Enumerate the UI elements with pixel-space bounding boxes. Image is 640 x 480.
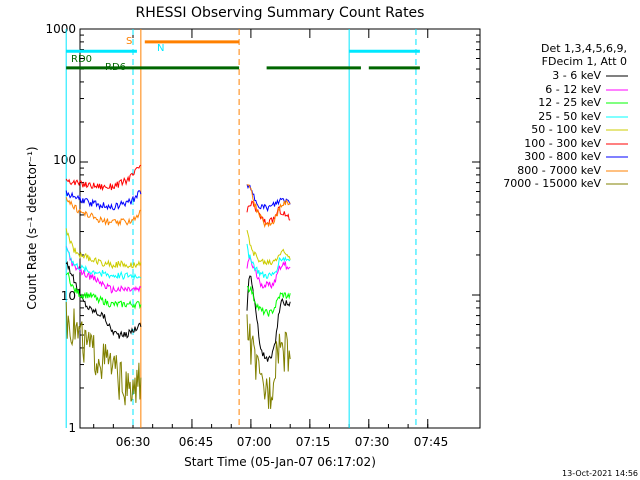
series-line-3to6kev-seg0 [65,261,142,339]
series-line-300to800kev-seg0 [65,190,142,211]
y-tick-label-1000: 1000 [45,22,76,36]
legend-label-7000-15000kev: 7000 - 15000 keV [503,177,601,190]
y-tick-label-100: 100 [53,153,76,167]
y-tick-label-1: 1 [68,421,76,435]
x-tick-label-0730: 07:30 [355,435,390,449]
legend-label-3-6kev: 3 - 6 keV [552,69,601,82]
legend-label-25-50kev: 25 - 50 keV [538,110,601,123]
x-axis-label: Start Time (05-Jan-07 06:17:02) [184,455,376,469]
x-tick-label-0630: 06:30 [116,435,151,449]
x-tick-label-0645: 06:45 [179,435,214,449]
legend-label-100-300kev: 100 - 300 keV [524,137,601,150]
series-line-50to100kev-seg1 [246,229,291,266]
series-line-6to12kev-seg0 [65,246,142,294]
series-line-100to300kev-seg0 [65,164,142,192]
chart-title: RHESSI Observing Summary Count Rates [136,5,425,21]
series-line-50to100kev-seg0 [65,228,142,270]
series-line-300to800kev-seg1 [246,184,291,213]
series-line-12to25kev-seg1 [246,286,291,317]
series-line-6to12kev-seg1 [246,255,291,290]
legend-label-300-800kev: 300 - 800 keV [524,150,601,163]
series-line-25to50kev-seg1 [246,243,291,279]
legend-label-6-12kev: 6 - 12 keV [545,83,601,96]
series-line-800to7000kev-seg1 [246,184,291,229]
flag-label-n: N [157,43,164,54]
y-tick-label-10: 10 [61,289,76,303]
legend-title-line-2: FDecim 1, Att 0 [542,55,627,68]
legend-label-50-100kev: 50 - 100 keV [531,123,601,136]
series-line-7000to15000kev-seg1 [246,314,291,409]
plot-frame [79,28,481,429]
series-line-3to6kev-seg1 [246,275,291,362]
flag-label-rd0: RD0 [71,54,92,65]
series-line-12to25kev-seg0 [65,271,142,310]
x-tick-label-0745: 07:45 [414,435,449,449]
series-line-25to50kev-seg0 [65,246,142,281]
y-axis-label: Count Rate (s⁻¹ detector⁻¹) [25,146,39,309]
plot-marks [65,29,480,429]
x-tick-label-0715: 07:15 [296,435,331,449]
legend: Det 1,3,4,5,6,9, FDecim 1, Att 0 3 - 6 k… [503,42,628,190]
legend-title-line-1: Det 1,3,4,5,6,9, [541,42,627,55]
series-line-7000to15000kev-seg0 [65,301,142,406]
legend-label-12-25kev: 12 - 25 keV [538,96,601,109]
x-tick-label-0700: 07:00 [237,435,272,449]
timestamp: 13-Oct-2021 14:56 [562,469,638,478]
legend-label-800-7000kev: 800 - 7000 keV [517,164,601,177]
series-line-800to7000kev-seg0 [65,197,141,227]
flag-label-s: S [126,36,132,47]
